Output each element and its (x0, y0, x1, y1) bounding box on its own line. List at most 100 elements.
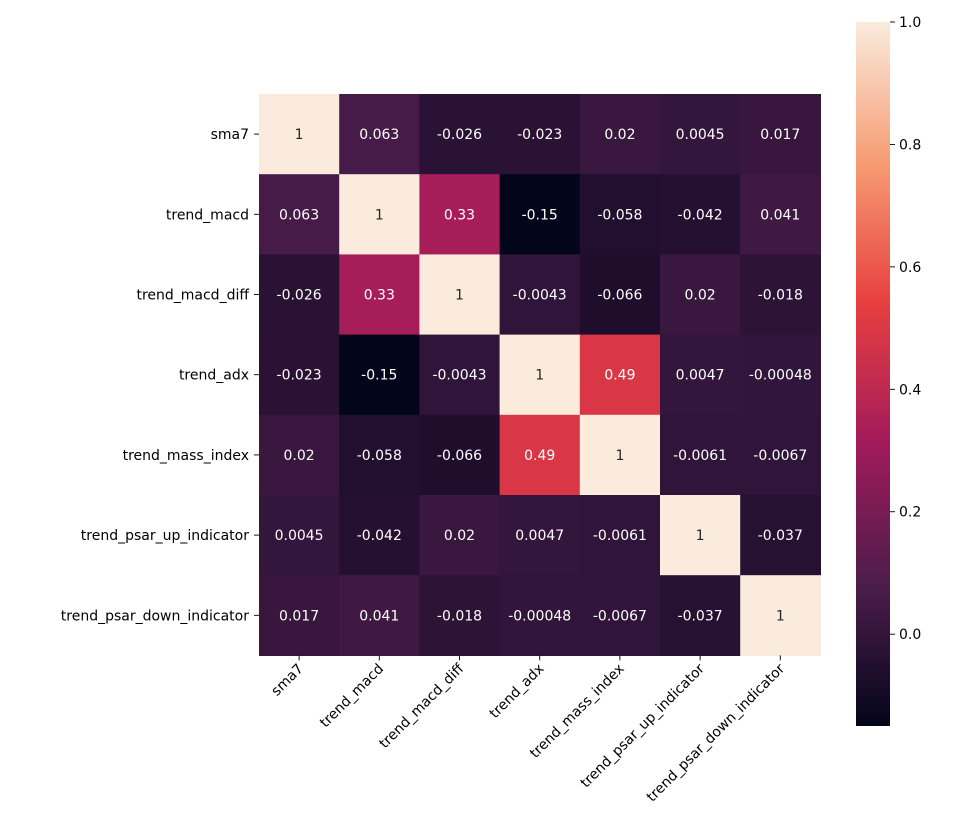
cell-annotation-4-0: 0.02 (284, 448, 315, 464)
heatmap-cell-0-3 (499, 94, 581, 175)
heatmap-cell-2-3 (499, 254, 581, 336)
heatmap-cell-4-1 (339, 414, 420, 496)
heatmap-cell-3-4 (579, 334, 661, 416)
heatmap-cell-5-2 (419, 495, 501, 576)
heatmap-cell-4-2 (419, 414, 501, 496)
heatmap-cell-4-4 (579, 414, 661, 496)
colorbar-gradient-bar (856, 22, 890, 726)
heatmap-cell-3-3 (499, 334, 581, 416)
heatmap-cell-5-1 (339, 495, 420, 576)
cell-annotation-3-5: 0.0047 (676, 368, 725, 384)
heatmap-cell-4-6 (740, 414, 821, 496)
cell-annotation-2-4: -0.066 (597, 288, 642, 304)
cell-annotation-6-1: 0.041 (359, 608, 399, 624)
cell-annotation-0-2: -0.026 (437, 127, 482, 143)
cell-annotation-1-2: 0.33 (444, 207, 475, 223)
cell-annotation-5-5: 1 (696, 528, 705, 544)
y-tick-label-0: sma7 (211, 127, 249, 143)
heatmap-cell-4-0 (259, 414, 340, 496)
heatmap-cell-0-1 (339, 94, 420, 175)
heatmap-cell-5-0 (259, 495, 340, 576)
heatmap-cells (259, 94, 821, 656)
cell-annotation-6-5: -0.037 (678, 608, 723, 624)
cell-annotation-5-0: 0.0045 (275, 528, 324, 544)
cell-annotation-3-6: -0.00048 (749, 368, 812, 384)
colorbar-tick-label-3: 0.6 (899, 260, 921, 276)
colorbar-tick-label-1: 0.2 (899, 505, 921, 521)
cell-annotation-1-4: -0.058 (597, 207, 642, 223)
cell-annotation-2-2: 1 (455, 288, 464, 304)
cell-annotation-1-1: 1 (375, 207, 384, 223)
heatmap-cell-6-0 (259, 575, 340, 656)
cell-annotation-2-3: -0.0043 (513, 288, 567, 304)
heatmap-cell-5-4 (579, 495, 661, 576)
heatmap-cell-1-6 (740, 174, 821, 255)
cell-annotation-4-1: -0.058 (357, 448, 402, 464)
heatmap-cell-1-1 (339, 174, 420, 255)
cell-annotation-1-3: -0.15 (522, 207, 558, 223)
heatmap-cell-2-2 (419, 254, 501, 336)
heatmap-cell-3-5 (660, 334, 741, 416)
heatmap-cell-0-5 (660, 94, 741, 175)
heatmap-cell-0-6 (740, 94, 821, 175)
heatmap-cell-2-4 (579, 254, 661, 336)
cell-annotation-3-3: 1 (535, 368, 544, 384)
heatmap-cell-6-6 (740, 575, 821, 656)
heatmap-cell-0-4 (579, 94, 661, 175)
heatmap-cell-annotations: 1 0.063 -0.026 -0.023 0.02 0.0045 0.017 0.063 1 0… (275, 127, 812, 624)
heatmap-cell-1-5 (660, 174, 741, 255)
heatmap-cell-4-3 (499, 414, 581, 496)
cell-annotation-1-6: 0.041 (760, 207, 800, 223)
heatmap-cell-1-3 (499, 174, 581, 255)
heatmap-cell-2-1 (339, 254, 420, 336)
cell-annotation-4-2: -0.066 (437, 448, 482, 464)
heatmap-cell-0-0 (259, 94, 340, 175)
cell-annotation-6-0: 0.017 (279, 608, 319, 624)
colorbar-tick-label-0: 0.0 (899, 627, 921, 643)
cell-annotation-5-2: 0.02 (444, 528, 475, 544)
y-tick-label-6: trend_psar_down_indicator (61, 608, 249, 624)
cell-annotation-0-1: 0.063 (359, 127, 399, 143)
cell-annotation-2-0: -0.026 (277, 288, 322, 304)
heatmap-cell-2-0 (259, 254, 340, 336)
y-axis: sma7 trend_macd trend_macd_diff trend_adxtr… (61, 127, 259, 624)
x-tick-label-0: sma7 (268, 661, 306, 699)
heatmap-cell-3-0 (259, 334, 340, 416)
colorbar-tick-label-4: 0.8 (899, 137, 921, 153)
y-tick-label-2: trend_macd_diff (136, 288, 249, 304)
heatmap-cell-5-6 (740, 495, 821, 576)
cell-annotation-3-4: 0.49 (604, 368, 635, 384)
cell-annotation-3-0: -0.023 (277, 368, 322, 384)
heatmap-cell-2-6 (740, 254, 821, 336)
cell-annotation-4-5: -0.0061 (673, 448, 727, 464)
cell-annotation-3-1: -0.15 (361, 368, 397, 384)
heatmap-cell-6-5 (660, 575, 741, 656)
cell-annotation-6-3: -0.00048 (508, 608, 571, 624)
heatmap-cell-6-2 (419, 575, 501, 656)
heatmap-cell-3-6 (740, 334, 821, 416)
cell-annotation-6-2: -0.018 (437, 608, 482, 624)
heatmap-cell-0-2 (419, 94, 501, 175)
heatmap-cell-6-1 (339, 575, 420, 656)
cell-annotation-1-0: 0.063 (279, 207, 319, 223)
heatmap-cell-6-4 (579, 575, 661, 656)
y-tick-label-5: trend_psar_up_indicator (81, 528, 249, 544)
x-tick-label-1: trend_macd (317, 661, 387, 731)
cell-annotation-0-0: 1 (295, 127, 304, 143)
cell-annotation-0-5: 0.0045 (676, 127, 725, 143)
x-tick-label-2: trend_macd_diff (376, 661, 467, 752)
y-tick-label-4: trend_mass_index (123, 448, 249, 464)
cell-annotation-0-4: 0.02 (604, 127, 635, 143)
cell-annotation-5-6: -0.037 (758, 528, 803, 544)
heatmap-cell-4-5 (660, 414, 741, 496)
cell-annotation-2-1: 0.33 (364, 288, 395, 304)
heatmap-cell-1-0 (259, 174, 340, 255)
heatmap-cell-5-5 (660, 495, 741, 576)
y-tick-label-1: trend_macd (166, 207, 249, 223)
cell-annotation-4-4: 1 (615, 448, 624, 464)
colorbar-ticks: 0.0 0.2 0.4 0.6 0.8 1.0 (890, 15, 921, 643)
y-tick-label-3: trend_adx (179, 368, 249, 384)
x-tick-label-6: trend_psar_down_indicator (644, 661, 789, 806)
